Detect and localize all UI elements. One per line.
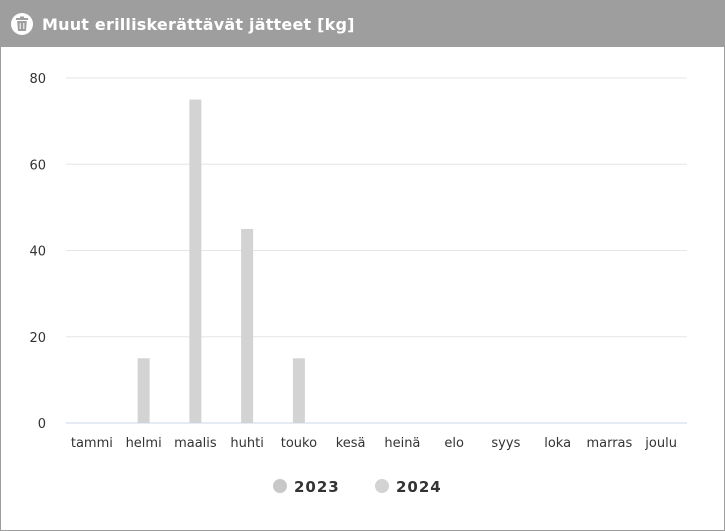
y-tick-label: 0 <box>38 417 46 432</box>
x-tick-label: joulu <box>644 436 677 451</box>
bar-2024-touko <box>292 358 305 423</box>
y-tick-label: 60 <box>29 158 46 173</box>
bar-2024-maalis <box>189 99 202 423</box>
legend-marker-2024 <box>375 479 389 493</box>
x-tick-label: elo <box>444 436 464 451</box>
bar-2024-huhti <box>241 228 254 423</box>
y-tick-label: 80 <box>29 72 46 87</box>
x-tick-label: kesä <box>336 436 366 451</box>
legend-label-2024: 2024 <box>396 478 442 496</box>
x-tick-label: touko <box>281 436 317 451</box>
bar-chart: 0 20 40 60 80 tammi helmi maalis huhti touko kesä h… <box>29 72 687 496</box>
legend-label-2023: 2023 <box>294 478 340 496</box>
chart-header: Muut erilliskerättävät jätteet [kg] <box>1 1 724 47</box>
x-tick-label: marras <box>586 436 632 451</box>
x-tick-label: maalis <box>174 436 217 451</box>
chart-title: Muut erilliskerättävät jätteet [kg] <box>42 14 355 34</box>
x-tick-label: helmi <box>126 436 162 451</box>
x-tick-label: loka <box>544 436 571 451</box>
trash-bin-icon <box>11 13 33 35</box>
x-tick-label: huhti <box>230 436 263 451</box>
y-tick-label: 20 <box>29 331 46 346</box>
x-tick-label: heinä <box>384 436 420 451</box>
y-tick-label: 40 <box>29 245 46 260</box>
x-tick-label: syys <box>491 436 520 451</box>
x-tick-label: tammi <box>71 436 113 451</box>
legend-marker-2023 <box>273 479 287 493</box>
bar-2024-helmi <box>137 358 150 423</box>
